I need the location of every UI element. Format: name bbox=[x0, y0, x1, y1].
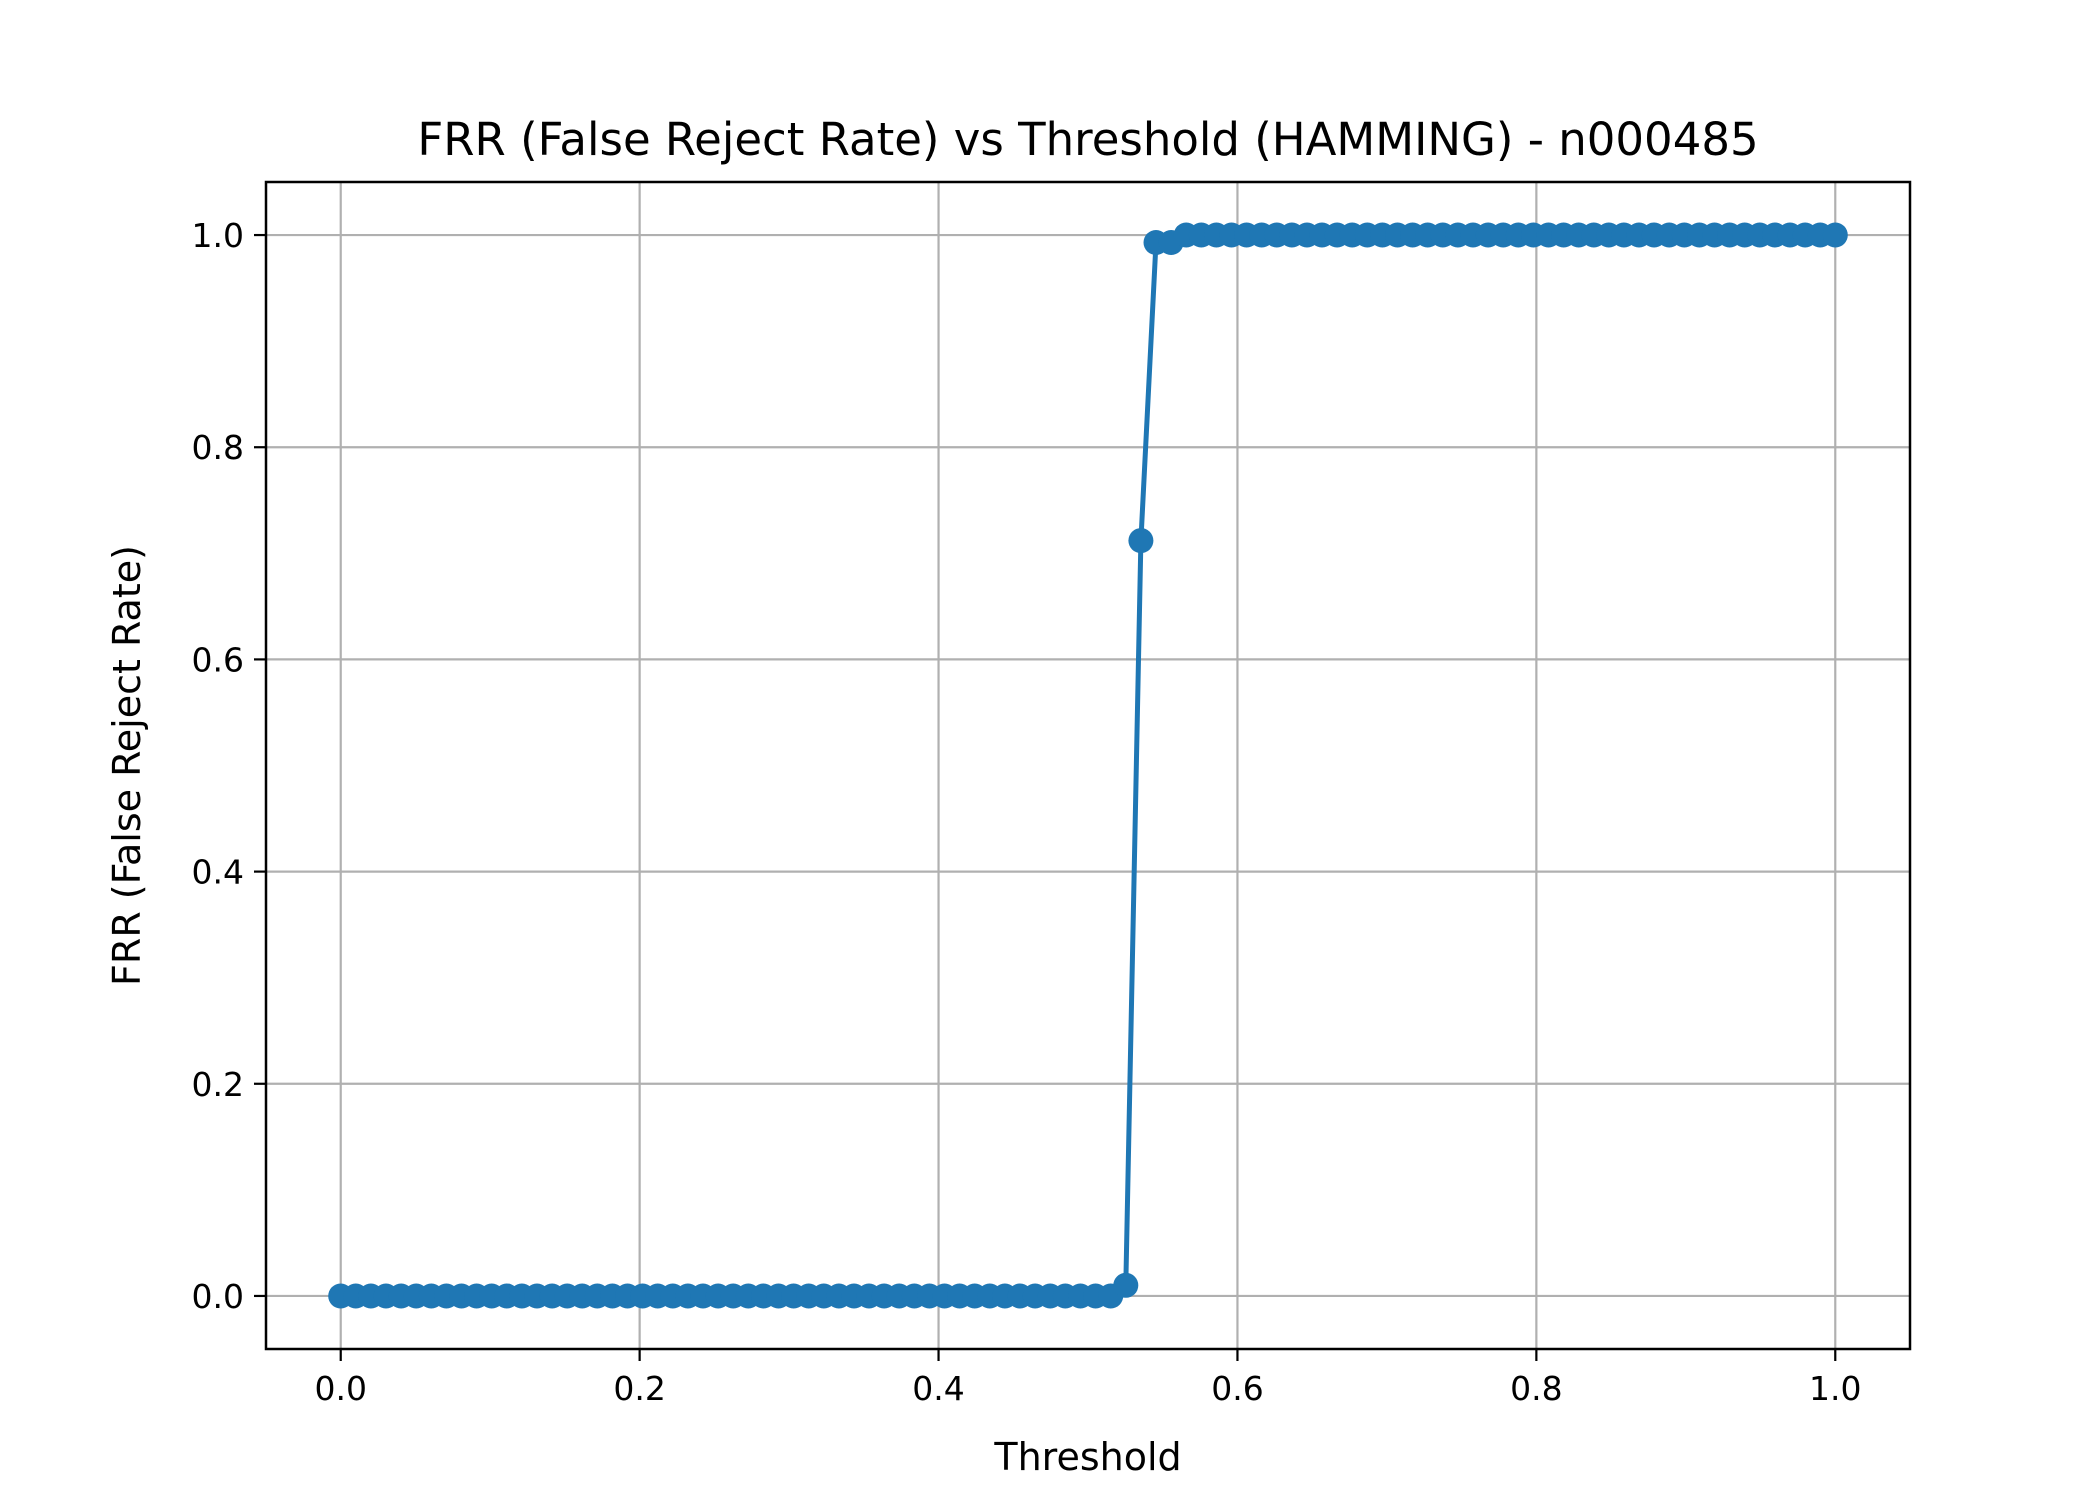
x-tick-label: 0.8 bbox=[1510, 1369, 1562, 1408]
grid-lines bbox=[266, 182, 1910, 1349]
chart-title: FRR (False Reject Rate) vs Threshold (HA… bbox=[417, 113, 1758, 166]
y-tick-label: 0.4 bbox=[192, 853, 244, 892]
y-axis-label: FRR (False Reject Rate) bbox=[105, 545, 149, 986]
data-point bbox=[1128, 528, 1154, 554]
x-tick-label: 0.0 bbox=[314, 1369, 366, 1408]
x-tick-label: 0.4 bbox=[912, 1369, 964, 1408]
y-tick-label: 0.2 bbox=[192, 1065, 244, 1104]
axes-frame bbox=[264, 180, 1912, 1351]
series-frr bbox=[328, 222, 1848, 1309]
y-tick-label: 0.8 bbox=[192, 428, 244, 467]
y-tick-label: 1.0 bbox=[192, 216, 244, 255]
tick-marks: 0.0 0.2 0.4 0.6 0.8 1.0 0.0 0.2 0.4 0.6 0.8 1.0 bbox=[192, 216, 1862, 1408]
x-tick-label: 1.0 bbox=[1809, 1369, 1861, 1408]
x-tick-label: 0.2 bbox=[613, 1369, 665, 1408]
x-axis-label: Threshold bbox=[993, 1435, 1181, 1479]
data-point bbox=[1822, 222, 1848, 248]
x-tick-label: 0.6 bbox=[1211, 1369, 1263, 1408]
y-tick-label: 0.0 bbox=[192, 1277, 244, 1316]
y-tick-label: 0.6 bbox=[192, 640, 244, 679]
data-point bbox=[1113, 1272, 1139, 1298]
